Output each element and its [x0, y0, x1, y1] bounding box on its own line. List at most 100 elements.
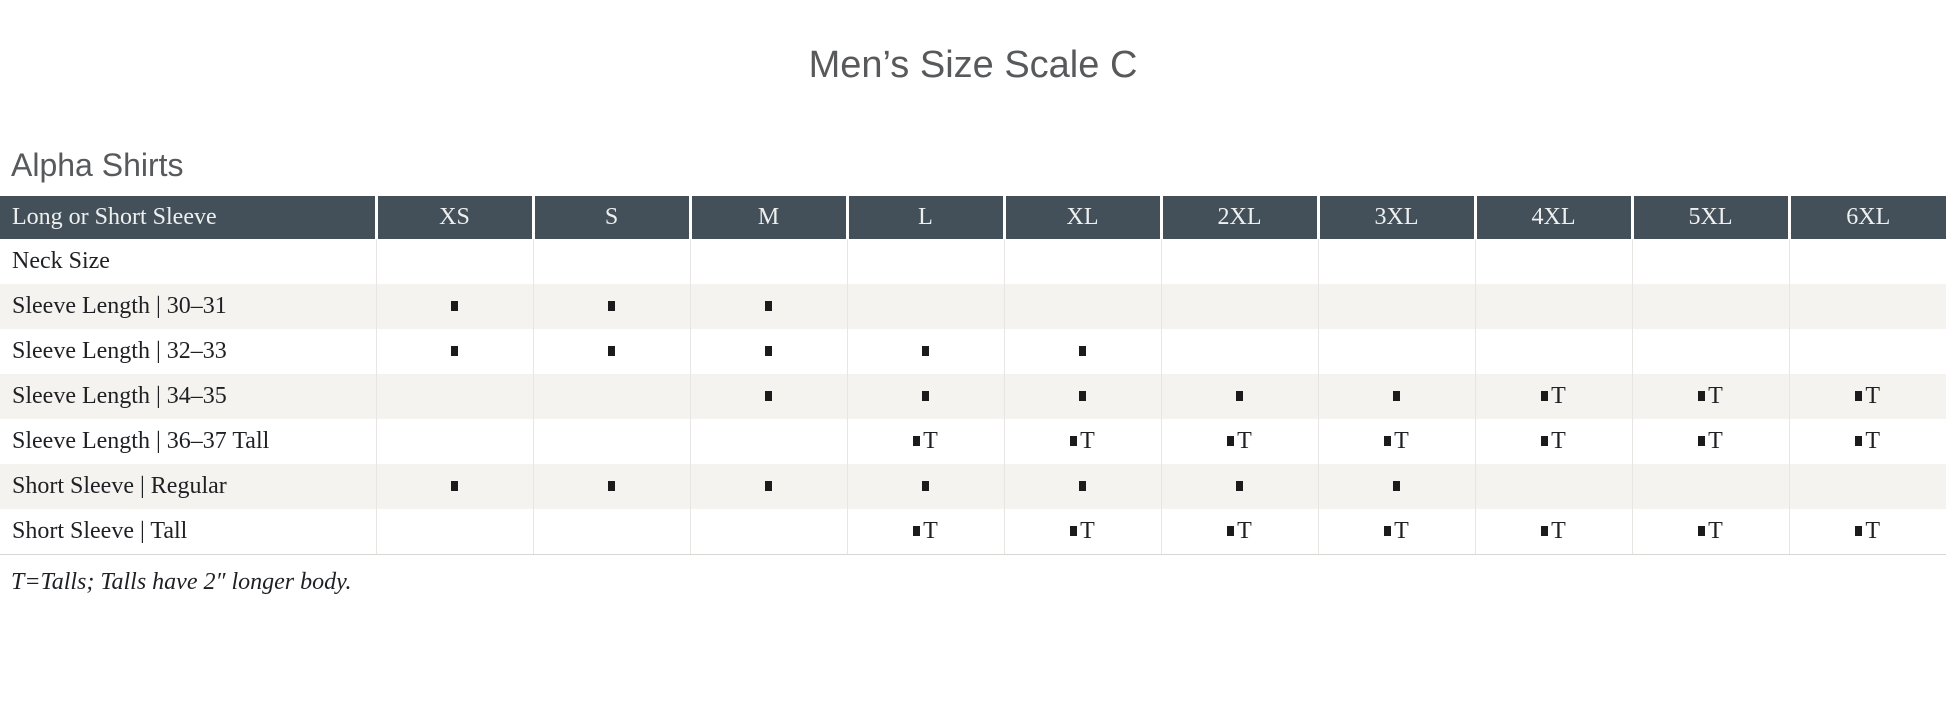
size-cell [1161, 328, 1319, 374]
section-heading: Alpha Shirts [11, 146, 184, 183]
footnote: T=Talls; Talls have 2″ longer body. [11, 568, 352, 595]
column-header-xl: XL [1004, 195, 1163, 239]
size-cell [533, 508, 691, 555]
size-cell: T [1632, 373, 1790, 419]
tall-marker: T [1551, 427, 1566, 454]
size-cell [1789, 284, 1946, 329]
size-cell [1475, 328, 1633, 374]
tall-marker: T [1865, 517, 1881, 544]
size-cell [1632, 463, 1790, 509]
dot-icon [922, 345, 929, 356]
tall-marker: T [1551, 517, 1566, 544]
size-cell [690, 283, 848, 329]
size-cell: T [1475, 418, 1633, 464]
dot-icon [608, 480, 615, 491]
size-table-header-row: Long or Short Sleeve XS S M L XL 2XL 3XL 4XL 5XL 6… [0, 195, 1946, 239]
row-label: Neck Size [0, 238, 377, 284]
size-cell [847, 463, 1005, 509]
tall-marker: T [1237, 427, 1252, 454]
dot-icon [922, 480, 929, 491]
row-label: Sleeve Length | 36–37 Tall [0, 418, 377, 464]
table-row: Sleeve Length | 32–33 [0, 328, 1946, 374]
tall-marker: T [1237, 517, 1252, 544]
size-cell [690, 238, 848, 284]
dot-icon [1393, 390, 1400, 401]
size-cell [847, 328, 1005, 374]
size-cell: T [1161, 508, 1319, 555]
size-cell: T [1318, 508, 1476, 555]
size-cell [847, 238, 1005, 284]
dot-icon [1855, 525, 1863, 536]
size-cell [690, 508, 848, 555]
table-row: Sleeve Length | 30–31 [0, 283, 1946, 329]
dot-icon [1698, 525, 1706, 536]
size-cell [533, 283, 691, 329]
size-cell: T [847, 508, 1005, 555]
column-header-s: S [533, 195, 692, 239]
tall-marker: T [1394, 517, 1409, 544]
size-cell [847, 373, 1005, 419]
size-cell [1004, 283, 1162, 329]
size-cell [1475, 463, 1633, 509]
size-cell: T [1632, 508, 1790, 555]
column-header-6xl: 6XL [1789, 195, 1946, 239]
column-header-3xl: 3XL [1318, 195, 1477, 239]
dot-icon [1855, 435, 1863, 446]
row-label: Sleeve Length | 34–35 [0, 373, 377, 419]
tall-marker: T [1080, 517, 1095, 544]
tall-marker: T [1708, 427, 1723, 454]
dot-icon [1070, 525, 1078, 536]
tall-marker: T [1394, 427, 1409, 454]
size-cell: T [1632, 418, 1790, 464]
column-header-4xl: 4XL [1475, 195, 1634, 239]
size-cell: T [1789, 419, 1946, 464]
size-cell [1161, 373, 1319, 419]
size-cell [376, 238, 534, 284]
size-cell [1632, 238, 1790, 284]
row-label: Sleeve Length | 32–33 [0, 328, 377, 374]
dot-icon [1698, 390, 1706, 401]
size-cell [690, 463, 848, 509]
tall-marker: T [1551, 382, 1566, 409]
size-cell [1789, 239, 1946, 284]
size-cell [1161, 238, 1319, 284]
column-header-xs: XS [376, 195, 535, 239]
tall-marker: T [923, 517, 938, 544]
size-cell: T [1004, 508, 1162, 555]
size-cell: T [1789, 508, 1946, 555]
dot-icon [608, 345, 615, 356]
size-cell [1475, 283, 1633, 329]
size-table: Long or Short Sleeve XS S M L XL 2XL 3XL 4XL 5XL 6… [0, 195, 1946, 555]
table-row: Sleeve Length | 36–37 Tall T T T T T T T [0, 418, 1946, 464]
dot-icon [922, 390, 929, 401]
size-cell [1004, 328, 1162, 374]
dot-icon [765, 390, 772, 401]
dot-icon [608, 300, 615, 311]
column-header-l: L [847, 195, 1006, 239]
column-header-2xl: 2XL [1161, 195, 1320, 239]
dot-icon [1070, 435, 1078, 446]
size-cell: T [1475, 373, 1633, 419]
row-label: Short Sleeve | Tall [0, 508, 377, 555]
dot-icon [1393, 480, 1400, 491]
size-cell [690, 373, 848, 419]
size-cell [533, 328, 691, 374]
table-row: Short Sleeve | Tall T T T T T T T [0, 508, 1946, 555]
dot-icon [1384, 525, 1392, 536]
dot-icon [451, 480, 458, 491]
size-cell: T [1789, 374, 1946, 419]
size-cell: T [1475, 508, 1633, 555]
tall-marker: T [1865, 427, 1881, 454]
dot-icon [1227, 525, 1235, 536]
size-cell: T [1004, 418, 1162, 464]
dot-icon [1227, 435, 1235, 446]
size-cell [1004, 238, 1162, 284]
dot-icon [1079, 345, 1086, 356]
size-cell [533, 238, 691, 284]
size-cell [1318, 328, 1476, 374]
size-cell [376, 373, 534, 419]
size-cell [1632, 283, 1790, 329]
size-cell [376, 463, 534, 509]
size-cell [376, 283, 534, 329]
size-cell [690, 328, 848, 374]
